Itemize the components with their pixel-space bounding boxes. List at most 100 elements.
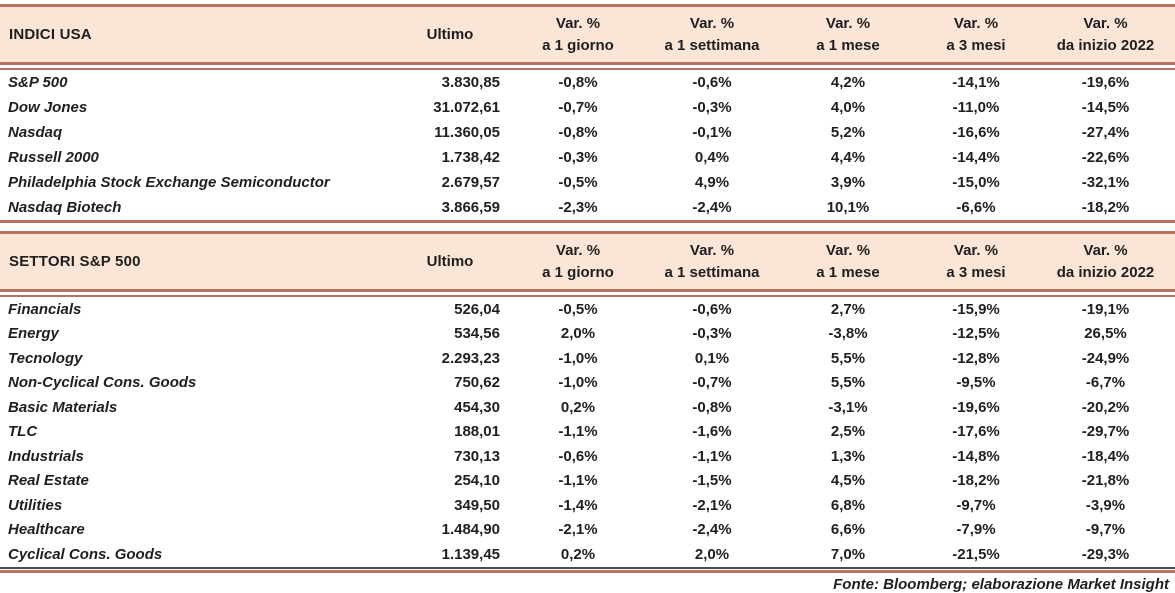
var-1-week: -0,6% bbox=[692, 74, 732, 91]
var-sublabel: a 1 settimana bbox=[664, 36, 760, 54]
row-name: Nasdaq bbox=[8, 124, 63, 141]
last-value: 730,13 bbox=[454, 447, 500, 465]
bottom-accent-rule bbox=[0, 569, 1175, 573]
var-3-months: -9,5% bbox=[956, 374, 996, 392]
last-value: 2.293,23 bbox=[441, 349, 500, 367]
var-1-day: -1,1% bbox=[558, 423, 598, 441]
row-name: Energy bbox=[8, 325, 59, 343]
var-1-day: -0,5% bbox=[558, 300, 598, 318]
var-1-week: -0,6% bbox=[692, 300, 732, 318]
var-sublabel: a 1 mese bbox=[816, 36, 880, 54]
var-1-day: 2,0% bbox=[560, 325, 596, 343]
var-3-months: -15,9% bbox=[952, 300, 1000, 318]
last-value: 750,62 bbox=[454, 374, 500, 392]
table-row: Non-Cyclical Cons. Goods 750,62 -1,0% -0… bbox=[0, 371, 1175, 396]
var-3-months: -16,6% bbox=[952, 124, 1000, 141]
var-ytd-2022: -6,7% bbox=[1085, 374, 1126, 392]
table-row: Utilities 349,50 -1,4% -2,1% 6,8% -9,7% … bbox=[0, 493, 1175, 518]
var-ytd-2022: -21,8% bbox=[1081, 472, 1130, 490]
var-1-month: 2,5% bbox=[830, 423, 866, 441]
var-3-months: -21,5% bbox=[952, 545, 1000, 563]
var-ytd-2022: -9,7% bbox=[1085, 521, 1126, 539]
table-row: Basic Materials 454,30 0,2% -0,8% -3,1% … bbox=[0, 395, 1175, 420]
row-name: S&P 500 bbox=[8, 74, 68, 91]
var-1-week: 0,1% bbox=[694, 349, 730, 367]
var-ytd-2022: -18,4% bbox=[1081, 447, 1130, 465]
var-1-week: 0,4% bbox=[694, 149, 730, 166]
table-row: Russell 2000 1.738,42 -0,3% 0,4% 4,4% -1… bbox=[0, 145, 1175, 170]
var-1-day: -1,0% bbox=[558, 349, 598, 367]
var-1-month: 4,4% bbox=[830, 149, 866, 166]
table-body-indici-usa: S&P 500 3.830,85 -0,8% -0,6% 4,2% -14,1%… bbox=[0, 70, 1175, 223]
last-value: 454,30 bbox=[454, 398, 500, 416]
var-3-months: -14,8% bbox=[952, 447, 1000, 465]
column-header-ultimo: Ultimo bbox=[426, 26, 474, 43]
var-1-week: -0,7% bbox=[692, 374, 732, 392]
var-sublabel: da inizio 2022 bbox=[1056, 263, 1155, 281]
var-3-months: -19,6% bbox=[952, 398, 1000, 416]
var-sublabel: a 1 giorno bbox=[542, 263, 614, 281]
last-value: 2.679,57 bbox=[441, 174, 500, 191]
var-1-day: -0,5% bbox=[558, 174, 598, 191]
last-value: 11.360,05 bbox=[434, 124, 500, 141]
table-row: Cyclical Cons. Goods 1.139,45 0,2% 2,0% … bbox=[0, 542, 1175, 567]
table-indici-usa: INDICI USA Ultimo Var. % a 1 giorno Var.… bbox=[0, 4, 1175, 223]
var-1-week: -0,3% bbox=[692, 325, 732, 343]
var-1-week: -0,1% bbox=[692, 124, 732, 141]
row-name: Industrials bbox=[8, 447, 84, 465]
row-name: TLC bbox=[8, 423, 38, 441]
var-3-months: -11,0% bbox=[952, 99, 1000, 116]
var-1-week: -0,8% bbox=[692, 398, 732, 416]
column-header-var-1-week: Var. % a 1 settimana bbox=[644, 13, 780, 57]
var-1-day: -0,8% bbox=[558, 74, 598, 91]
var-3-months: -7,9% bbox=[956, 521, 996, 539]
source-note: Fonte: Bloomberg; elaborazione Market In… bbox=[833, 575, 1169, 593]
column-header-var-1-week: Var. % a 1 settimana bbox=[644, 240, 780, 284]
var-3-months: -6,6% bbox=[956, 199, 996, 216]
table-row: Dow Jones 31.072,61 -0,7% -0,3% 4,0% -11… bbox=[0, 95, 1175, 120]
column-header-var-ytd-2022: Var. % da inizio 2022 bbox=[1036, 13, 1175, 57]
var-1-month: -3,1% bbox=[828, 398, 868, 416]
last-value: 534,56 bbox=[454, 325, 500, 343]
var-ytd-2022: -24,9% bbox=[1081, 349, 1130, 367]
row-name: Utilities bbox=[8, 496, 63, 514]
var-1-week: -2,1% bbox=[692, 496, 732, 514]
double-border-gap bbox=[0, 292, 1175, 297]
column-header-var-3-months: Var. % a 3 mesi bbox=[916, 240, 1036, 284]
var-ytd-2022: -19,1% bbox=[1081, 300, 1130, 318]
double-border-gap bbox=[0, 65, 1175, 70]
var-label: Var. % bbox=[1083, 241, 1128, 259]
row-name: Real Estate bbox=[8, 472, 89, 490]
var-1-month: 10,1% bbox=[826, 199, 870, 216]
var-1-month: 6,6% bbox=[830, 521, 866, 539]
var-ytd-2022: -3,9% bbox=[1085, 496, 1126, 514]
last-value: 3.830,85 bbox=[441, 74, 500, 91]
table-row: Industrials 730,13 -0,6% -1,1% 1,3% -14,… bbox=[0, 444, 1175, 469]
var-1-month: 4,0% bbox=[830, 99, 866, 116]
row-name: Cyclical Cons. Goods bbox=[8, 545, 163, 563]
var-ytd-2022: -29,3% bbox=[1081, 545, 1130, 563]
table-header-settori-sp500: SETTORI S&P 500 Ultimo Var. % a 1 giorno… bbox=[0, 231, 1175, 292]
var-1-week: -0,3% bbox=[692, 99, 732, 116]
table-row: S&P 500 3.830,85 -0,8% -0,6% 4,2% -14,1%… bbox=[0, 70, 1175, 95]
last-value: 1.738,42 bbox=[441, 149, 500, 166]
column-header-var-1-month: Var. % a 1 mese bbox=[780, 240, 916, 284]
var-label: Var. % bbox=[689, 14, 735, 32]
var-1-day: -1,4% bbox=[558, 496, 598, 514]
var-1-month: 7,0% bbox=[830, 545, 866, 563]
row-name: Dow Jones bbox=[8, 99, 88, 116]
var-1-month: 4,2% bbox=[830, 74, 866, 91]
table-row: Energy 534,56 2,0% -0,3% -3,8% -12,5% 26… bbox=[0, 322, 1175, 347]
var-1-week: -2,4% bbox=[692, 521, 732, 539]
var-1-month: 1,3% bbox=[830, 447, 866, 465]
table-header-indici-usa: INDICI USA Ultimo Var. % a 1 giorno Var.… bbox=[0, 4, 1175, 65]
var-1-month: 6,8% bbox=[830, 496, 866, 514]
var-label: Var. % bbox=[953, 241, 999, 259]
var-ytd-2022: -20,2% bbox=[1081, 398, 1130, 416]
table-row: Nasdaq Biotech 3.866,59 -2,3% -2,4% 10,1… bbox=[0, 195, 1175, 220]
var-1-week: -2,4% bbox=[692, 199, 732, 216]
var-1-week: -1,1% bbox=[692, 447, 732, 465]
last-value: 254,10 bbox=[454, 472, 500, 490]
var-1-day: -1,0% bbox=[558, 374, 598, 392]
table-row: Tecnology 2.293,23 -1,0% 0,1% 5,5% -12,8… bbox=[0, 346, 1175, 371]
